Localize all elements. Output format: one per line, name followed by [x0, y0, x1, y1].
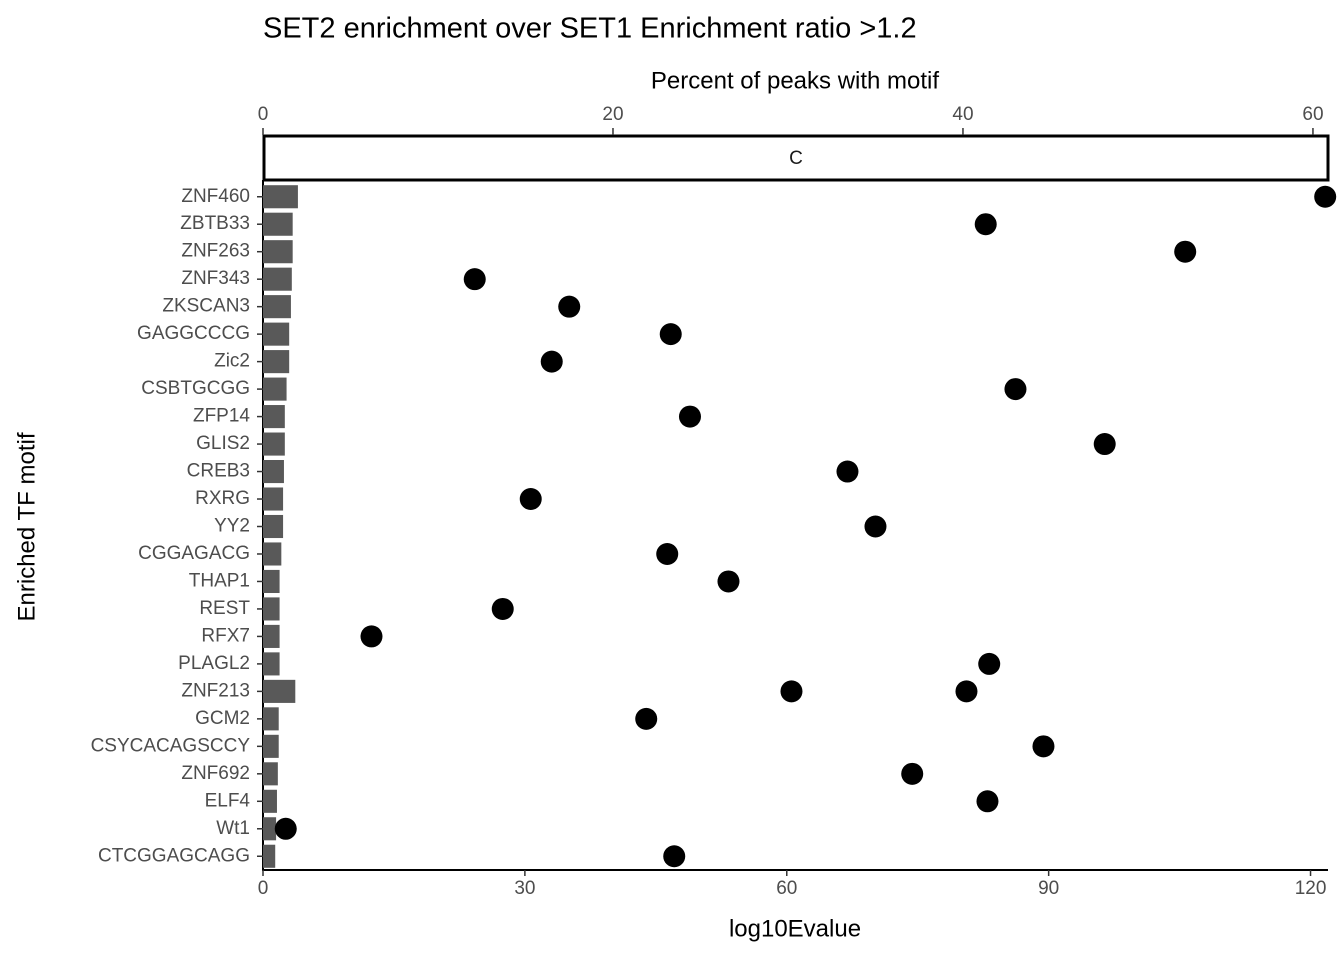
- y-tick-label: ELF4: [205, 790, 251, 811]
- point: [901, 762, 924, 785]
- point: [491, 597, 514, 620]
- bar: [263, 679, 296, 703]
- y-tick-label: Wt1: [216, 818, 250, 839]
- y-tick-label: ZKSCAN3: [162, 296, 250, 317]
- x2-tick-label: 20: [602, 104, 623, 125]
- point: [519, 488, 542, 511]
- point: [1174, 240, 1197, 263]
- point: [1093, 433, 1116, 456]
- y-tick-label: THAP1: [189, 570, 250, 591]
- point: [678, 405, 701, 428]
- bar: [263, 597, 280, 621]
- x-axis-label: log10Evalue: [729, 915, 861, 942]
- point: [656, 542, 679, 565]
- y-tick-label: RXRG: [195, 488, 250, 509]
- bar: [263, 817, 277, 841]
- point: [663, 845, 686, 868]
- point: [955, 680, 978, 703]
- point: [780, 680, 803, 703]
- bar: [263, 295, 291, 319]
- bar: [263, 432, 285, 456]
- x2-axis-label: Percent of peaks with motif: [651, 67, 939, 94]
- y-tick-label: Zic2: [214, 351, 250, 372]
- x2-tick-label: 40: [952, 104, 973, 125]
- bar: [263, 624, 280, 648]
- point: [540, 350, 563, 373]
- point: [1004, 378, 1027, 401]
- bar: [263, 185, 298, 209]
- y-tick-label: ZFP14: [193, 406, 250, 427]
- y-tick-label: GCM2: [195, 708, 250, 729]
- bar: [263, 487, 284, 511]
- y-tick-label: CREB3: [187, 461, 250, 482]
- point: [635, 707, 658, 730]
- point: [717, 570, 740, 593]
- point: [659, 323, 682, 346]
- x-tick-label: 0: [258, 878, 269, 899]
- point: [836, 460, 859, 483]
- y-tick-label: ZNF213: [181, 680, 250, 701]
- bar: [263, 844, 276, 868]
- y-tick-label: GAGGCCCG: [137, 323, 250, 344]
- point: [463, 268, 486, 291]
- x2-tick-label: 0: [258, 104, 269, 125]
- bar: [263, 405, 285, 429]
- bar: [263, 652, 280, 676]
- bar: [263, 569, 280, 594]
- y-tick-label: ZNF460: [181, 186, 250, 207]
- y-tick-label: ZNF263: [181, 241, 250, 262]
- y-tick-label: CGGAGACG: [138, 543, 250, 564]
- bar: [263, 267, 292, 291]
- bar: [263, 377, 287, 401]
- bar: [263, 762, 278, 786]
- y-tick-label: YY2: [214, 516, 250, 537]
- point: [976, 790, 999, 813]
- bar: [263, 322, 290, 346]
- bar: [263, 789, 277, 813]
- y-axis-label: Enriched TF motif: [13, 432, 40, 621]
- x-tick-label: 60: [776, 878, 797, 899]
- bar: [263, 240, 293, 264]
- bar: [263, 212, 293, 236]
- point: [360, 625, 383, 648]
- point: [274, 817, 297, 840]
- point: [864, 515, 887, 538]
- bar: [263, 707, 279, 731]
- y-tick-label: RFX7: [201, 625, 250, 646]
- facet-label: C: [789, 148, 803, 169]
- point: [1032, 735, 1055, 758]
- point: [978, 652, 1001, 675]
- y-tick-label: ZBTB33: [180, 213, 250, 234]
- bar: [263, 350, 290, 374]
- x-tick-label: 30: [514, 878, 535, 899]
- bar: [263, 542, 282, 566]
- y-tick-label: CSYCACAGSCCY: [91, 735, 251, 756]
- x-tick-label: 90: [1038, 878, 1059, 899]
- y-tick-label: GLIS2: [196, 433, 250, 454]
- y-tick-label: ZNF343: [181, 268, 250, 289]
- bar: [263, 734, 279, 758]
- bar: [263, 459, 284, 484]
- y-tick-label: CSBTGCGG: [141, 378, 250, 399]
- bar: [263, 514, 284, 539]
- y-tick-label: REST: [199, 598, 250, 619]
- x2-tick-label: 60: [1302, 104, 1323, 125]
- chart-title: SET2 enrichment over SET1 Enrichment rat…: [263, 13, 917, 45]
- point: [1314, 185, 1337, 208]
- y-tick-label: ZNF692: [181, 763, 250, 784]
- point: [558, 295, 581, 318]
- point: [974, 213, 997, 236]
- x-tick-label: 120: [1295, 878, 1327, 899]
- y-tick-label: PLAGL2: [178, 653, 250, 674]
- facet-strip: [262, 134, 1330, 182]
- y-tick-label: CTCGGAGCAGG: [98, 845, 250, 866]
